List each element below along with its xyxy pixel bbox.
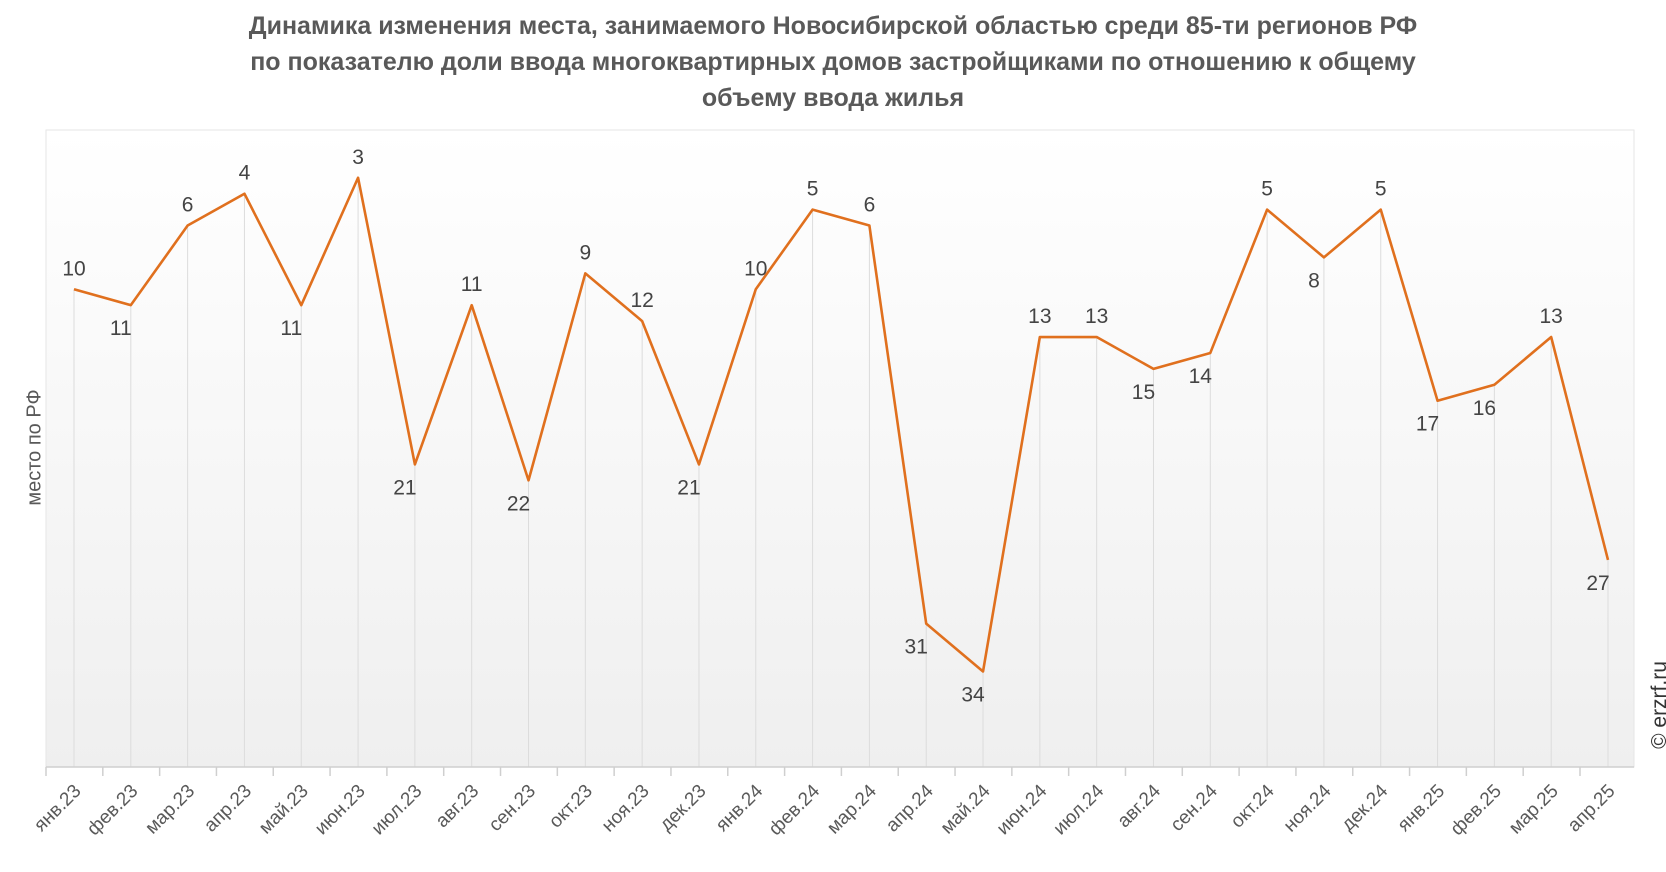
x-tick-label: фев.25 — [1447, 781, 1506, 840]
x-tick-label: апр.25 — [1564, 781, 1620, 837]
series-line — [73, 176, 1610, 673]
data-label: 13 — [1085, 305, 1108, 328]
x-tick-label: мар.24 — [823, 780, 881, 838]
title-line-1: Динамика изменения места, занимаемого Но… — [248, 12, 1418, 40]
data-label: 8 — [1308, 269, 1320, 292]
data-label: 34 — [961, 683, 985, 706]
x-tick-label: ноя.24 — [1280, 780, 1336, 836]
data-label: 5 — [1261, 178, 1273, 201]
data-label: 31 — [905, 636, 928, 659]
x-tick-label: янв.25 — [1394, 781, 1449, 836]
x-tick-label: янв.23 — [30, 781, 85, 836]
data-label: 14 — [1189, 365, 1213, 388]
data-label: 5 — [807, 178, 819, 201]
data-label: 21 — [677, 476, 700, 499]
x-tick-label: июн.23 — [311, 781, 370, 840]
data-label: 10 — [62, 257, 85, 280]
data-label: 27 — [1586, 572, 1609, 595]
x-tick-label: дек.24 — [1338, 780, 1393, 835]
title-line-3: объему ввода жилья — [701, 84, 965, 112]
data-label: 3 — [352, 146, 364, 169]
x-tick-label: сен.24 — [1167, 780, 1222, 835]
data-label: 6 — [864, 194, 876, 217]
x-tick-label: июн.24 — [993, 780, 1052, 839]
x-tick-label: мар.23 — [141, 781, 199, 839]
data-label: 21 — [393, 476, 416, 499]
data-label: 6 — [182, 194, 194, 217]
data-label: 4 — [239, 162, 251, 185]
x-tick-label: ноя.23 — [598, 781, 654, 837]
data-label: 11 — [461, 273, 483, 296]
plot-area — [45, 129, 1635, 768]
x-tick-label: фев.23 — [83, 781, 142, 840]
data-label: 11 — [280, 317, 302, 340]
y-axis-label: место по РФ — [23, 389, 46, 506]
x-tick-label: авг.24 — [1114, 780, 1166, 832]
x-tick-label: янв.24 — [712, 780, 768, 836]
x-tick-label: сен.23 — [485, 781, 540, 836]
x-tick-label: дек.23 — [656, 781, 711, 836]
data-label: 10 — [744, 257, 767, 280]
x-tick-label: апр.23 — [200, 781, 256, 837]
x-tick-label: фев.24 — [765, 780, 824, 839]
watermark: © erzrf.ru — [1648, 661, 1666, 749]
x-tick-label: апр.24 — [882, 780, 938, 836]
x-tick-label: май.23 — [255, 781, 313, 839]
x-tick-label: окт.23 — [545, 781, 597, 833]
data-label: 16 — [1473, 397, 1496, 420]
data-label: 11 — [110, 317, 132, 340]
data-label: 13 — [1028, 305, 1051, 328]
data-label: 15 — [1132, 381, 1155, 404]
x-tick-label: июл.23 — [368, 781, 427, 840]
x-tick-label: окт.24 — [1227, 780, 1279, 832]
data-label: 13 — [1540, 305, 1563, 328]
x-tick-label: июл.24 — [1050, 780, 1109, 839]
data-label: 12 — [630, 289, 653, 312]
data-label: 9 — [579, 241, 591, 264]
data-label: 17 — [1416, 413, 1439, 436]
x-tick-label: авг.23 — [432, 781, 483, 832]
data-label: 22 — [507, 492, 530, 515]
x-tick-label: май.24 — [937, 780, 995, 838]
x-tick-label: мар.25 — [1505, 781, 1563, 839]
title-line-2: по показателю доли ввода многоквартирных… — [250, 48, 1416, 76]
chart-title: Динамика изменения места, занимаемого Но… — [0, 8, 1666, 116]
data-label: 5 — [1375, 178, 1387, 201]
